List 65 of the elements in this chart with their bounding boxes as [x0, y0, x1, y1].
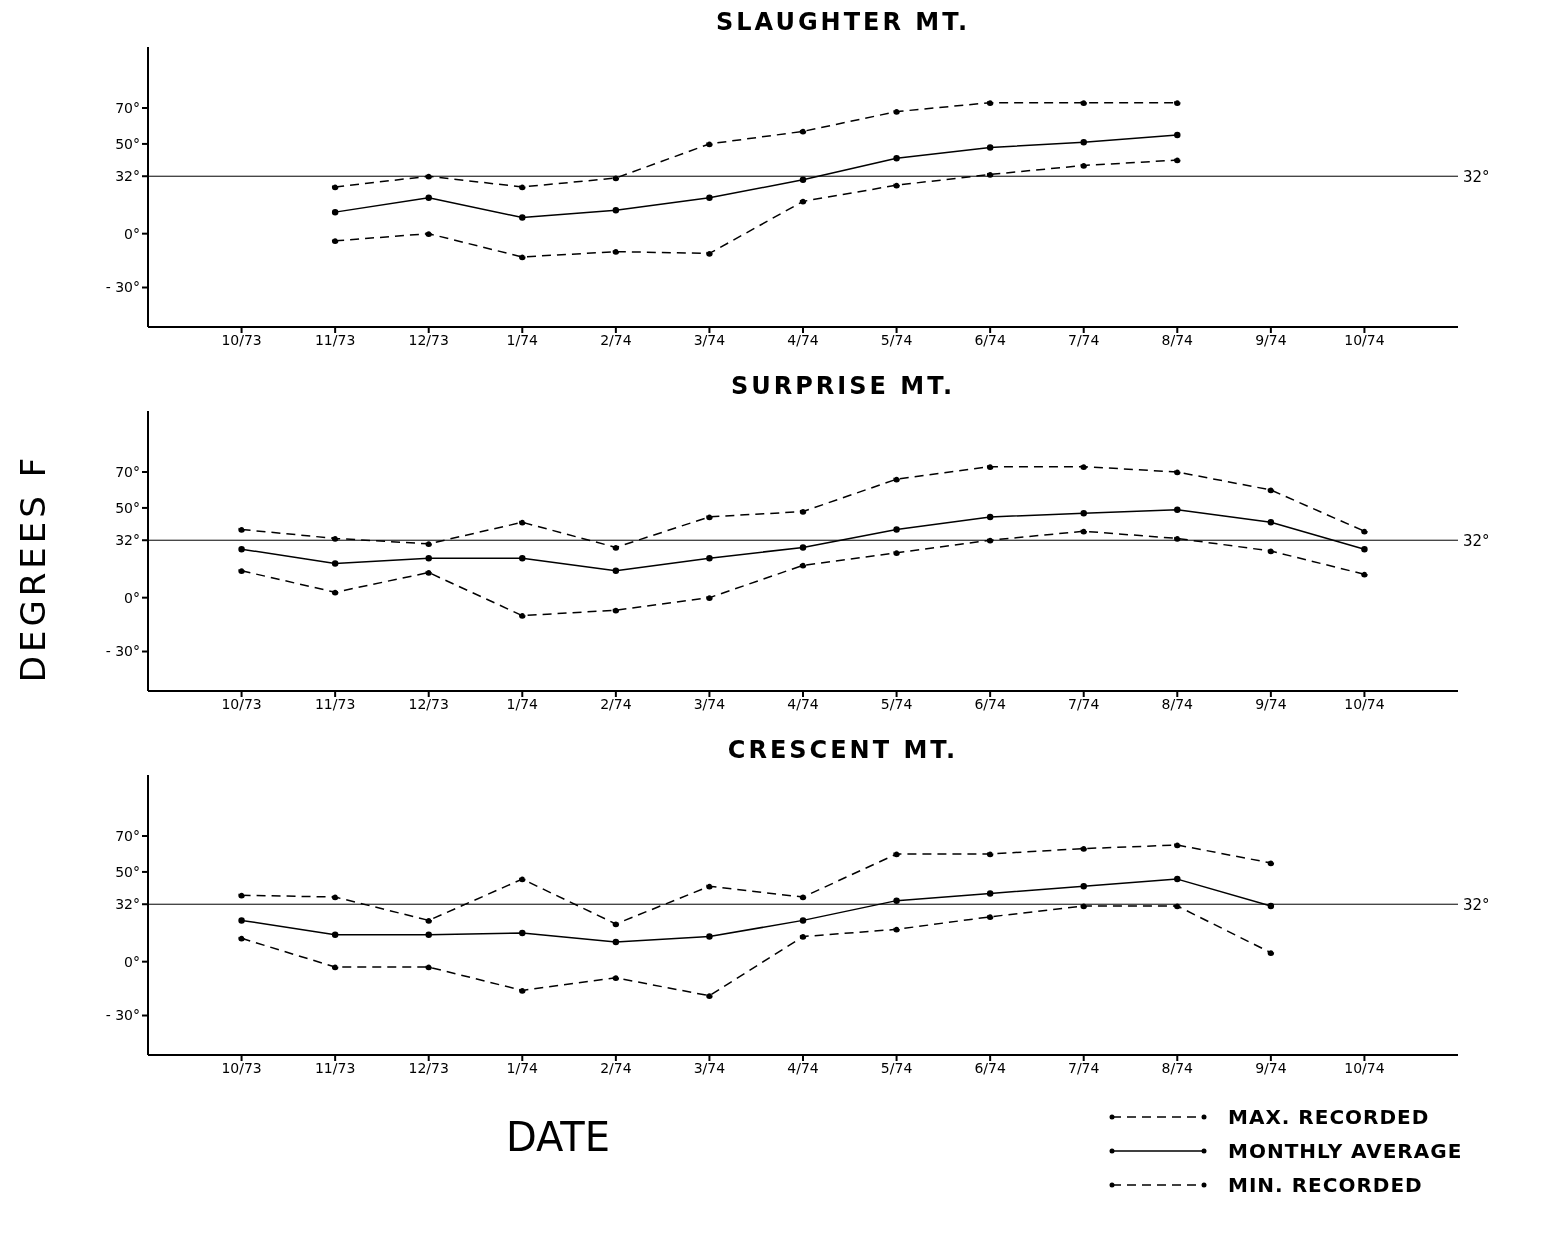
x-tick-label: 6/74 [974, 1059, 1006, 1076]
x-tick-label: 11/73 [314, 695, 356, 712]
x-tick-label: 3/74 [693, 695, 726, 712]
y-tick-label: 70° [115, 828, 140, 844]
x-tick-label: 10/73 [221, 695, 262, 712]
y-tick-label: 50° [115, 499, 140, 516]
legend-label: MONTHLY AVERAGE [1227, 1138, 1464, 1165]
x-tick-label: 10/74 [1344, 1059, 1385, 1076]
legend-label: MAX. RECORDED [1227, 1104, 1431, 1131]
y-tick-label: - 30° [105, 279, 140, 296]
ref-line-label: 32° [1463, 895, 1490, 914]
x-tick-label: 6/74 [974, 695, 1006, 712]
x-tick-label: 1/74 [506, 1059, 539, 1076]
x-tick-label: 11/73 [314, 1059, 356, 1076]
x-tick-label: 8/74 [1161, 331, 1194, 348]
x-tick-label: 8/74 [1161, 1059, 1194, 1076]
x-tick-label: 9/74 [1255, 1059, 1287, 1076]
x-tick-label: 10/74 [1344, 331, 1385, 348]
x-tick-label: 9/74 [1255, 695, 1287, 712]
y-tick-label: 50° [115, 863, 140, 880]
x-tick-label: 4/74 [787, 331, 819, 348]
y-tick-label: 70° [115, 100, 140, 116]
x-tick-label: 5/74 [880, 331, 913, 348]
x-tick-label: 8/74 [1161, 695, 1194, 712]
x-tick-label: 12/73 [408, 695, 449, 712]
chart-title: SURPRISE MT. [730, 372, 956, 402]
x-tick-label: 5/74 [880, 1059, 913, 1076]
x-tick-label: 10/73 [221, 331, 262, 348]
ref-line-label: 32° [1463, 531, 1490, 550]
x-tick-label: 12/73 [408, 1059, 449, 1076]
x-tick-label: 10/73 [221, 1059, 262, 1076]
legend-label: MIN. RECORDED [1227, 1172, 1424, 1199]
x-tick-label: 7/74 [1067, 695, 1100, 712]
ref-line-label: 32° [1463, 167, 1490, 186]
x-tick-label: 4/74 [787, 1059, 819, 1076]
y-tick-label: 32° [115, 896, 140, 913]
x-tick-label: 4/74 [787, 695, 819, 712]
x-tick-label: 7/74 [1067, 331, 1100, 348]
y-axis-title: DEGREES F [13, 453, 54, 683]
y-tick-label: 32° [115, 168, 140, 185]
x-tick-label: 10/74 [1344, 695, 1385, 712]
x-tick-label: 12/73 [408, 331, 449, 348]
chart-title: SLAUGHTER MT. [715, 8, 971, 38]
y-tick-label: 70° [115, 464, 140, 480]
x-tick-label: 11/73 [314, 331, 356, 348]
x-axis-title: DATE [504, 1113, 612, 1162]
y-tick-label: 0° [124, 953, 140, 970]
x-tick-label: 1/74 [506, 695, 539, 712]
x-tick-label: 3/74 [693, 1059, 726, 1076]
y-tick-label: 0° [124, 225, 140, 242]
x-tick-label: 7/74 [1067, 1059, 1100, 1076]
y-tick-label: - 30° [105, 643, 140, 660]
chart-title: CRESCENT MT. [726, 736, 960, 766]
x-tick-label: 2/74 [600, 695, 632, 712]
x-tick-label: 6/74 [974, 331, 1006, 348]
x-tick-label: 5/74 [880, 695, 913, 712]
x-tick-label: 9/74 [1255, 331, 1287, 348]
y-tick-label: - 30° [105, 1007, 140, 1024]
y-tick-label: 32° [115, 532, 140, 549]
x-tick-label: 2/74 [600, 1059, 632, 1076]
x-tick-label: 2/74 [600, 331, 632, 348]
x-tick-label: 3/74 [693, 331, 726, 348]
y-tick-label: 50° [115, 135, 140, 152]
y-tick-label: 0° [124, 589, 140, 606]
x-tick-label: 1/74 [506, 331, 539, 348]
